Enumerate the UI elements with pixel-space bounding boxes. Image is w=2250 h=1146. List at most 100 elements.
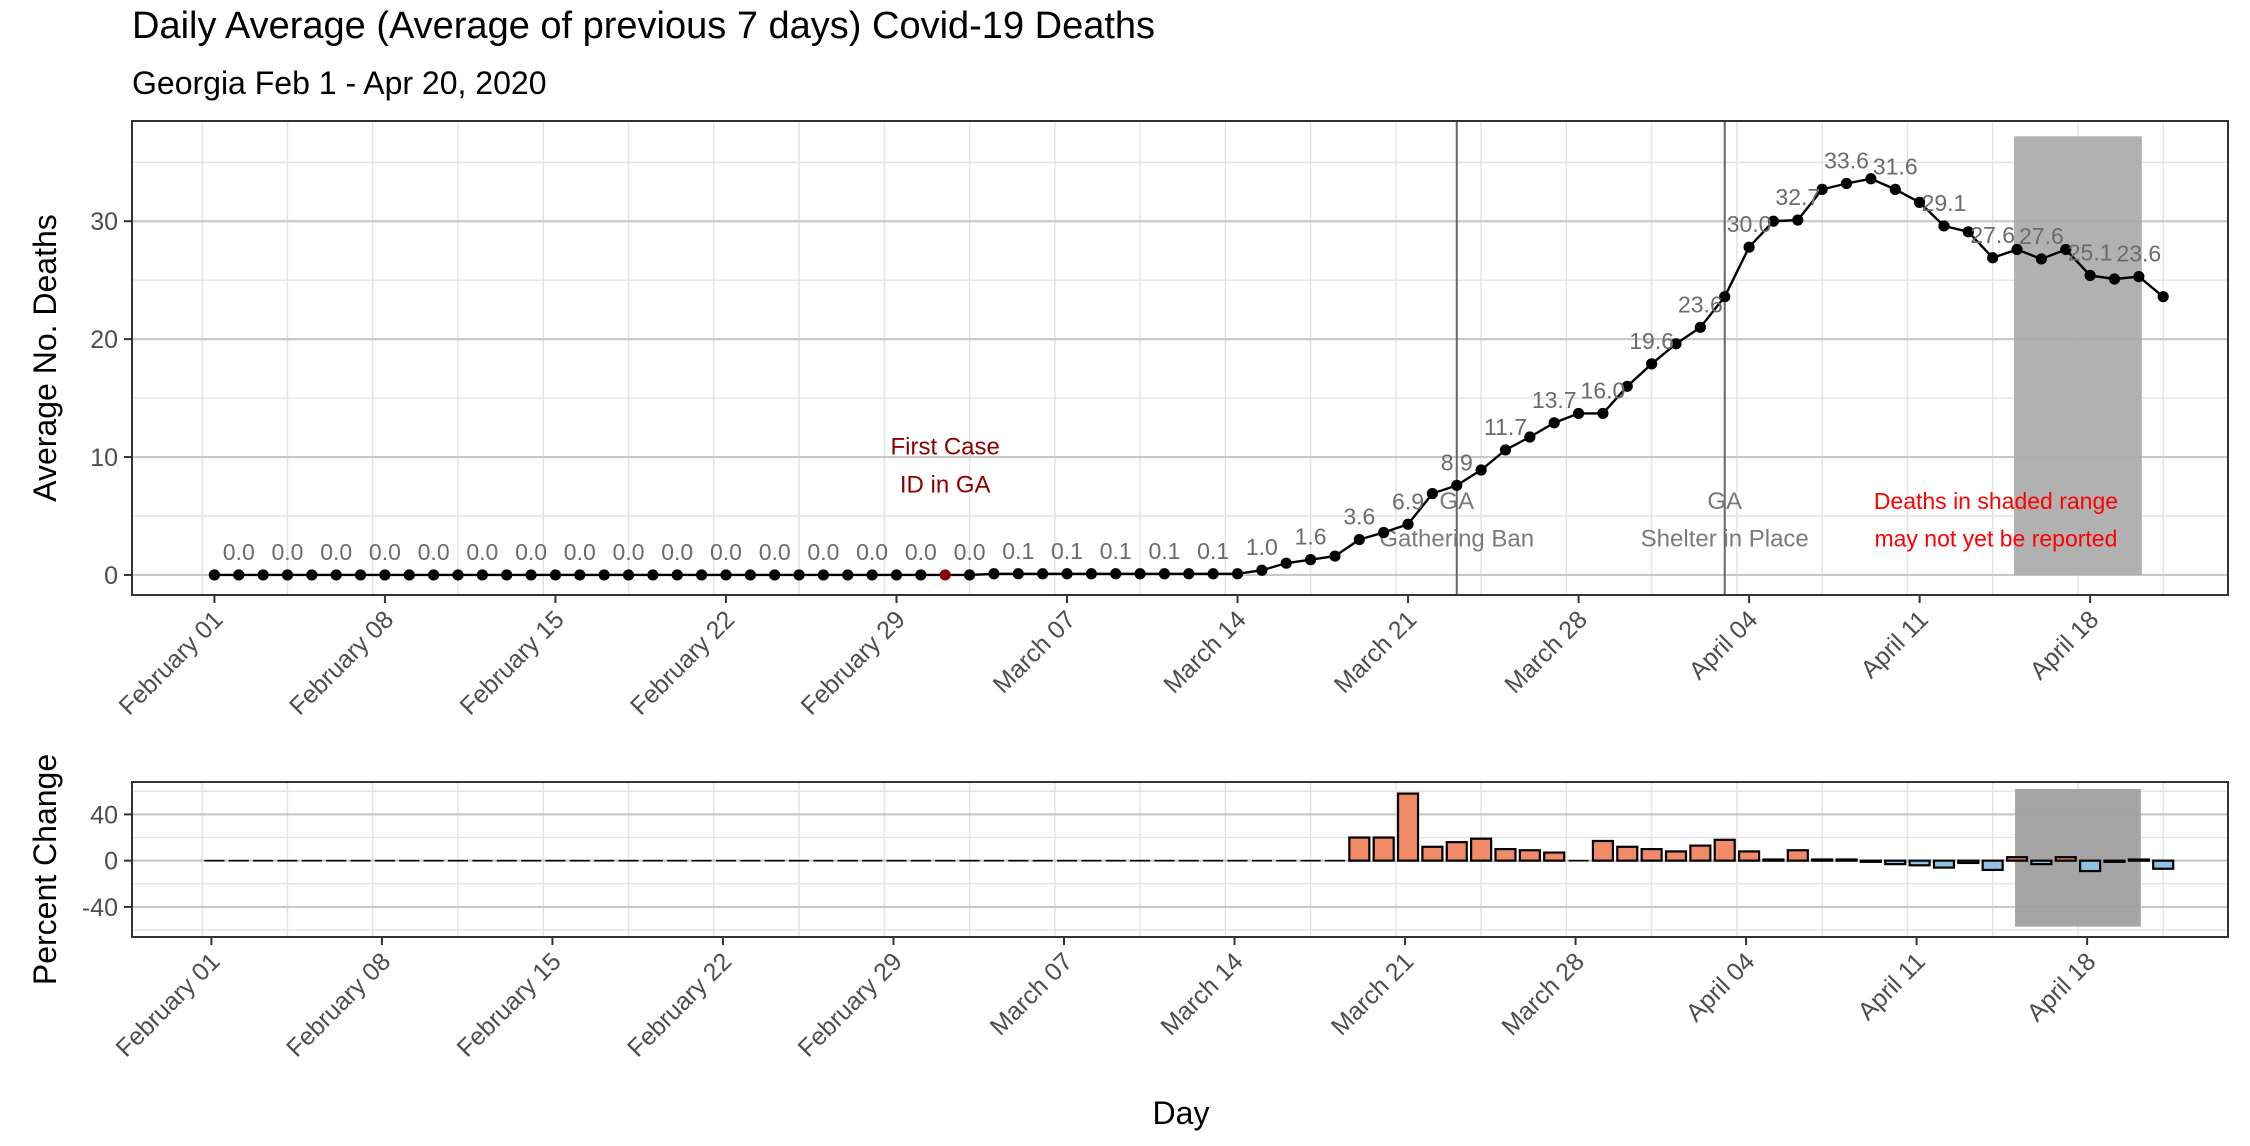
data-label: 32.7: [1775, 184, 1820, 210]
data-point: [1085, 568, 1097, 580]
data-point: [671, 569, 683, 581]
data-point: [1938, 220, 1950, 232]
reference-line-label: Gathering Ban: [1379, 526, 1534, 553]
data-point: [1207, 568, 1219, 580]
data-point: [744, 569, 756, 581]
x-tick-label: February 29: [796, 605, 911, 720]
data-label: 0.0: [759, 539, 791, 565]
data-label: 0.0: [223, 539, 255, 565]
x-tick-label: March 28: [1496, 947, 1589, 1040]
data-point: [2133, 271, 2145, 283]
reference-line-label: GA: [1707, 488, 1742, 515]
data-point: [769, 569, 781, 581]
data-point: [647, 569, 659, 581]
data-label: 0.0: [564, 539, 596, 565]
data-point: [1840, 177, 1853, 190]
x-tick-label: April 18: [2022, 947, 2102, 1027]
data-label: 0.0: [320, 539, 352, 565]
data-point: [1110, 568, 1122, 580]
bar: [2103, 859, 2126, 863]
data-label: 30.0: [1727, 211, 1772, 237]
x-tick-label: April 04: [1684, 605, 1764, 685]
data-label: 0.1: [1002, 538, 1034, 564]
bar: [1348, 836, 1371, 862]
data-point: [598, 569, 610, 581]
data-point: [1061, 568, 1073, 580]
data-point: [1621, 380, 1633, 392]
data-label: 0.0: [807, 539, 839, 565]
data-point: [1158, 568, 1171, 580]
data-point: [866, 569, 878, 581]
daily-average-panel: GA Gathering Ban GA Shelter in Place 0.0 0.0 0…: [27, 120, 2229, 721]
data-label: 0.0: [954, 539, 986, 565]
data-label: 0.0: [466, 539, 498, 565]
x-tick-label: February 15: [455, 605, 570, 720]
data-point: [1426, 487, 1438, 500]
bar: [1494, 847, 1517, 862]
bar: [1518, 849, 1541, 862]
data-point: [525, 569, 537, 581]
data-point: [1597, 407, 1609, 420]
data-point: [2084, 269, 2096, 282]
bar: [1470, 837, 1493, 862]
data-point: [696, 569, 708, 581]
data-label: 27.6: [2019, 223, 2064, 249]
data-point: [1792, 214, 1804, 226]
x-tick-label: April 11: [1852, 947, 1930, 1025]
data-point: [1524, 431, 1536, 443]
bar: [1762, 858, 1785, 862]
data-point: [1767, 215, 1780, 227]
x-tick-label: February 22: [625, 605, 740, 720]
data-point: [1012, 568, 1024, 580]
data-label: 0.0: [905, 539, 937, 565]
y-tick-label: 30: [90, 208, 118, 236]
bar: [1957, 859, 1980, 865]
data-label: 27.6: [1970, 222, 2015, 248]
bar: [1543, 851, 1566, 862]
bar: [2079, 859, 2102, 873]
data-point: [1402, 518, 1414, 530]
bar: [1591, 839, 1615, 862]
data-point: [842, 569, 854, 581]
bar: [1372, 836, 1395, 862]
data-point: [306, 569, 318, 581]
bar: [2030, 859, 2053, 866]
x-tick-label: February 15: [452, 947, 567, 1062]
data-point: [549, 569, 562, 581]
data-point: [1694, 321, 1706, 333]
data-point: [1037, 568, 1049, 580]
chart-title: Daily Average (Average of previous 7 day…: [132, 5, 1155, 47]
data-label: 0.0: [856, 539, 888, 565]
data-point: [1548, 417, 1560, 429]
data-point: [1305, 554, 1317, 566]
y-axis-title: Average No. Deaths: [27, 214, 63, 502]
data-label: 0.0: [515, 539, 547, 565]
y-tick-label: 20: [90, 326, 118, 354]
y-tick-label: -40: [82, 894, 118, 922]
x-tick-label: March 14: [1158, 605, 1252, 699]
data-point: [915, 569, 927, 581]
bar: [1616, 845, 1639, 862]
data-label: 0.1: [1197, 538, 1229, 564]
data-point: [1499, 444, 1512, 456]
data-point: [2108, 273, 2121, 285]
bar: [1737, 850, 1761, 862]
bar: [1908, 859, 1931, 867]
data-label: 11.7: [1484, 414, 1527, 440]
data-point: [257, 569, 269, 581]
data-point: [2011, 243, 2023, 256]
bar: [1445, 841, 1468, 862]
bar: [1859, 859, 1882, 863]
reference-line-label: Shelter in Place: [1641, 526, 1809, 553]
chart-subtitle: Georgia Feb 1 - Apr 20, 2020: [132, 65, 546, 101]
data-label: 0.0: [418, 539, 450, 565]
data-point: [1670, 338, 1682, 350]
data-point: [1134, 568, 1146, 580]
bar: [1811, 858, 1834, 862]
first-case-label: ID in GA: [900, 471, 991, 498]
data-point: [1572, 407, 1585, 420]
bar: [1421, 845, 1444, 862]
data-point: [233, 569, 245, 581]
bar: [1640, 847, 1663, 862]
